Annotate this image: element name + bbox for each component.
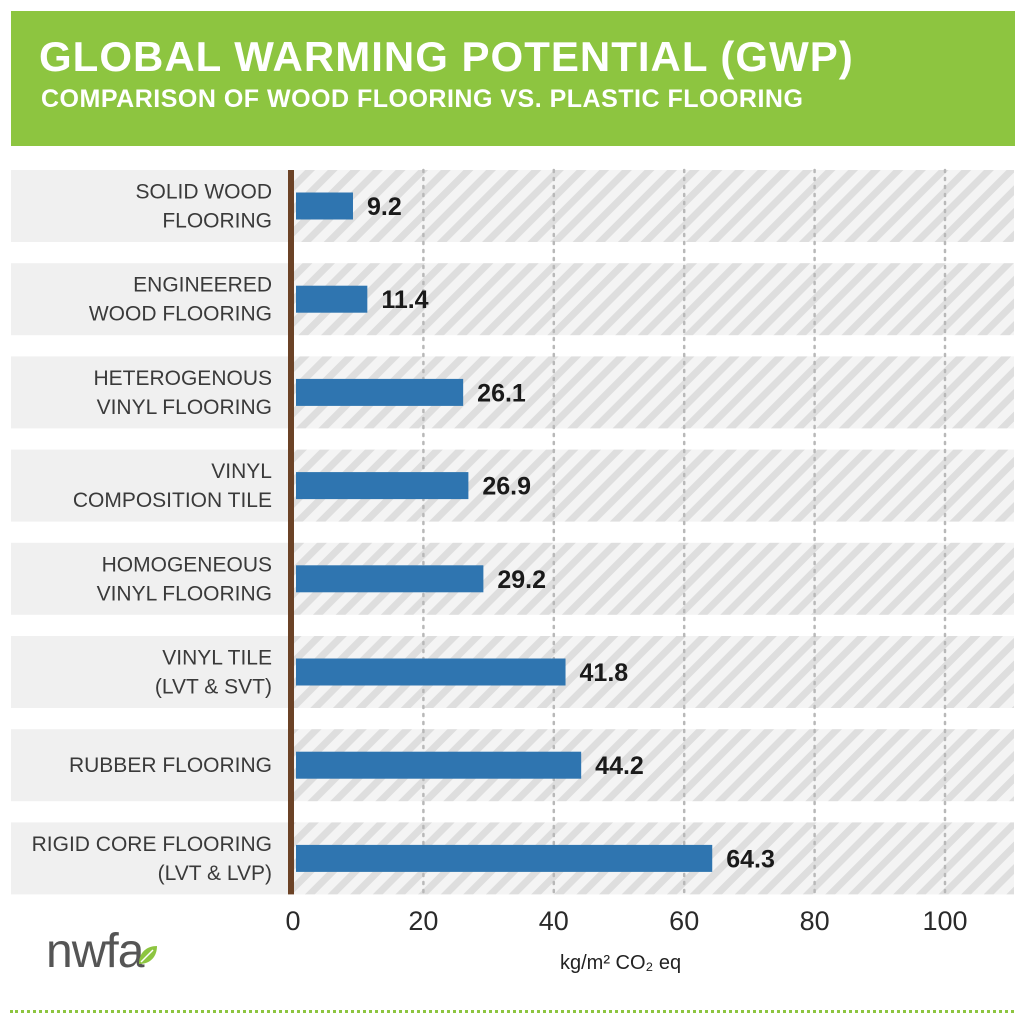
bar — [296, 751, 582, 779]
data-label: 64.3 — [726, 845, 775, 873]
x-axis-label: kg/m² CO₂ eq — [560, 952, 682, 974]
category-label: HETEROGENOUS — [93, 367, 272, 390]
x-tick-label: 0 — [285, 906, 300, 936]
category-label: (LVT & LVP) — [158, 862, 272, 885]
chart-title: GLOBAL WARMING POTENTIAL (GWP) — [39, 33, 854, 80]
data-label: 26.9 — [482, 473, 531, 501]
row-background — [11, 356, 291, 429]
category-label: VINYL — [211, 460, 272, 483]
row-background — [11, 449, 291, 522]
data-label: 9.2 — [367, 193, 402, 221]
category-label: FLOORING — [162, 210, 272, 233]
data-label: 26.1 — [477, 379, 526, 407]
x-tick-label: 80 — [800, 906, 830, 936]
logo-text: nwfa — [46, 925, 144, 978]
nwfa-logo: nwfa — [46, 924, 144, 979]
bar — [296, 285, 368, 313]
row-background — [11, 263, 291, 336]
footer-divider — [10, 1010, 1014, 1013]
x-tick-label: 40 — [539, 906, 569, 936]
data-label: 29.2 — [497, 566, 546, 594]
bar — [296, 658, 566, 686]
data-label: 44.2 — [595, 752, 644, 780]
x-tick-label: 60 — [669, 906, 699, 936]
x-tick-label: 100 — [922, 906, 967, 936]
row-background — [11, 542, 291, 615]
bar — [296, 844, 713, 872]
bar — [296, 472, 469, 500]
category-label: (LVT & SVT) — [155, 676, 272, 699]
category-label: RIGID CORE FLOORING — [32, 833, 272, 856]
header-banner: GLOBAL WARMING POTENTIAL (GWP) COMPARISO… — [11, 11, 1015, 146]
category-label: VINYL FLOORING — [97, 396, 272, 419]
category-label: ENGINEERED — [133, 274, 272, 297]
bar — [296, 378, 464, 406]
category-label: VINYL FLOORING — [97, 582, 272, 605]
chart-subtitle: COMPARISON OF WOOD FLOORING VS. PLASTIC … — [41, 85, 804, 113]
category-label: COMPOSITION TILE — [73, 489, 272, 512]
row-background — [11, 170, 291, 242]
row-background — [11, 636, 291, 708]
x-tick-label: 20 — [408, 906, 438, 936]
bar — [296, 565, 484, 593]
category-label: RUBBER FLOORING — [69, 754, 272, 777]
y-axis-line — [288, 170, 294, 895]
data-label: 11.4 — [381, 286, 428, 314]
category-label: VINYL TILE — [162, 647, 272, 670]
leaf-icon — [139, 946, 157, 964]
category-label: WOOD FLOORING — [89, 303, 272, 326]
row-background — [11, 822, 291, 895]
category-label: SOLID WOOD — [135, 181, 272, 204]
category-label: HOMOGENEOUS — [102, 553, 272, 576]
row-plot-area — [293, 170, 1014, 242]
row-plot-area — [293, 263, 1014, 336]
bar — [296, 192, 353, 220]
row-background — [11, 729, 291, 802]
data-label: 41.8 — [580, 659, 629, 687]
